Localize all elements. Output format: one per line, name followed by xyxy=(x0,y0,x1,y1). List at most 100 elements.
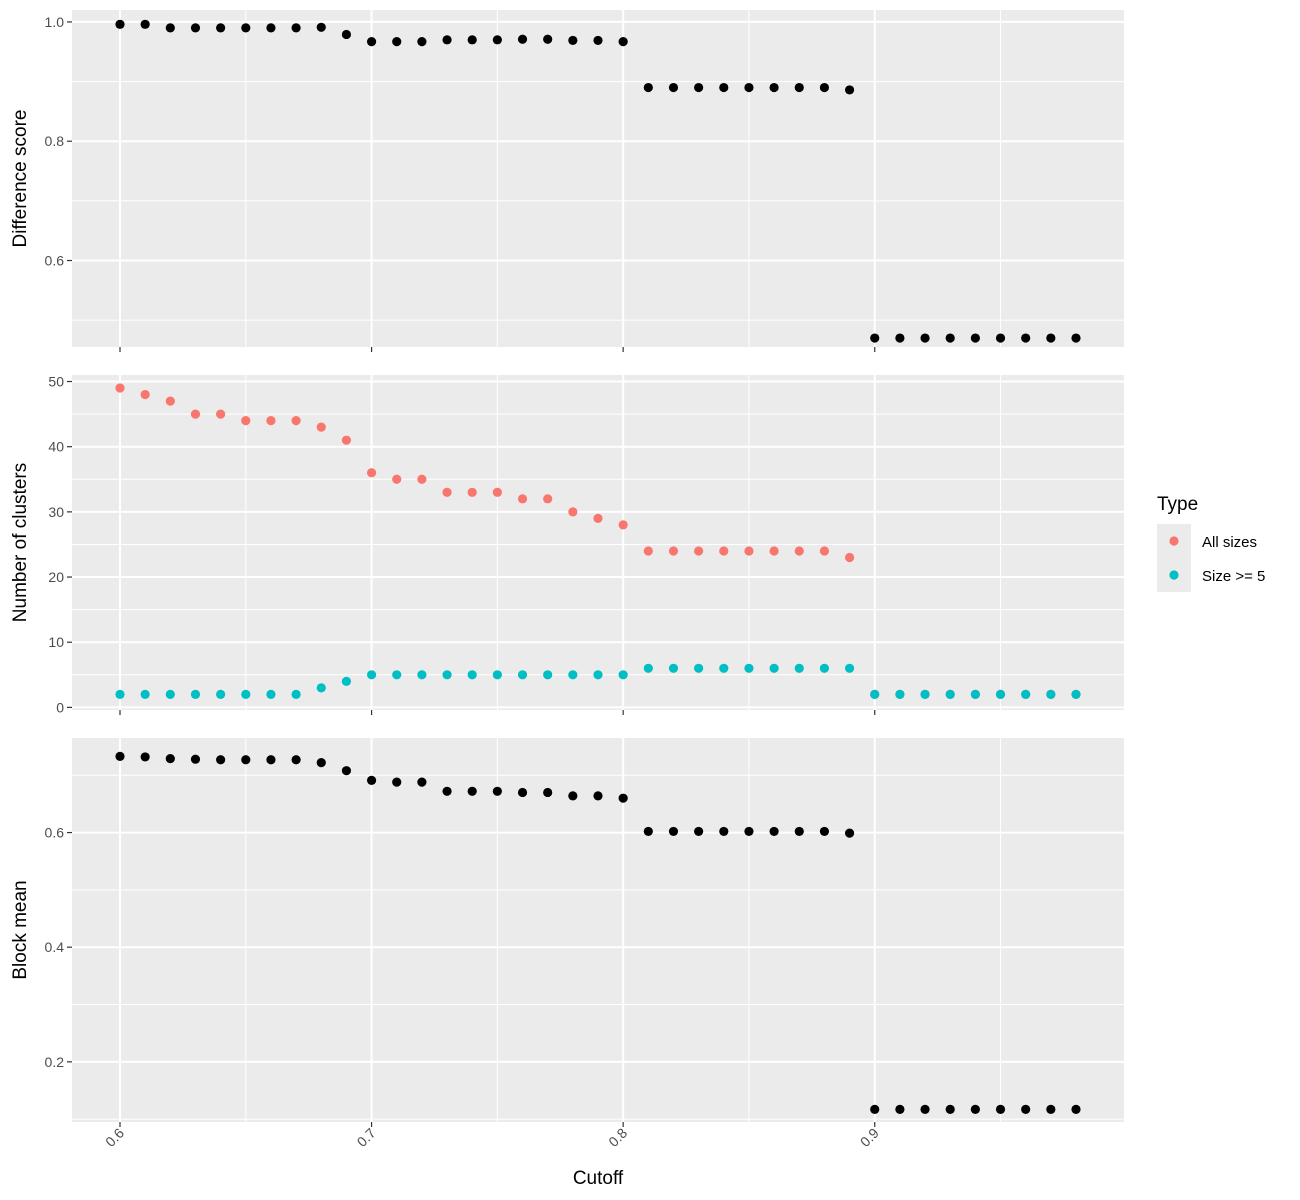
y-axis-title: Number of clusters xyxy=(10,463,31,622)
data-point xyxy=(769,663,779,673)
data-point xyxy=(694,826,704,837)
data-point xyxy=(341,435,352,445)
data-point xyxy=(115,751,125,761)
y-tick-label: 1.0 xyxy=(45,14,65,30)
y-tick-label: 0.2 xyxy=(45,1054,65,1070)
data-point xyxy=(392,37,402,47)
data-point xyxy=(643,546,653,556)
panel-background xyxy=(72,375,1124,710)
data-point xyxy=(417,474,427,484)
data-point xyxy=(618,793,628,803)
data-point xyxy=(744,663,754,673)
data-point xyxy=(870,689,880,699)
data-point xyxy=(769,82,779,93)
data-point xyxy=(744,82,754,93)
data-point xyxy=(618,670,628,680)
data-point xyxy=(241,23,251,33)
data-point xyxy=(140,752,150,762)
data-point xyxy=(719,663,729,673)
data-point xyxy=(442,35,452,45)
data-point xyxy=(744,826,754,837)
y-tick-label: 0.4 xyxy=(45,939,65,955)
data-point xyxy=(366,37,377,47)
data-point xyxy=(492,35,502,45)
data-point xyxy=(492,487,502,497)
data-point xyxy=(719,82,729,93)
data-point xyxy=(115,383,125,393)
y-tick-label: 20 xyxy=(48,569,64,585)
data-point xyxy=(517,787,528,798)
panel-1: 0.6 0.8 1.0 Difference score xyxy=(10,10,1124,352)
data-point xyxy=(165,23,175,33)
panel-2: 0 10 20 30 40 50 Number of clusters xyxy=(10,374,1124,715)
data-point xyxy=(543,34,553,44)
y-tick-label: 40 xyxy=(48,439,64,455)
y-tick-label: 0 xyxy=(56,699,64,715)
data-point xyxy=(895,1104,905,1114)
data-point xyxy=(945,1104,955,1114)
data-point xyxy=(140,689,150,699)
data-point xyxy=(744,546,754,556)
data-point xyxy=(417,777,427,787)
data-point xyxy=(970,689,980,699)
data-point xyxy=(819,826,830,837)
data-point xyxy=(844,85,855,95)
data-point xyxy=(568,791,578,801)
data-point xyxy=(366,670,377,680)
data-point xyxy=(668,82,679,93)
data-point xyxy=(341,676,352,686)
data-point xyxy=(517,494,528,504)
data-point xyxy=(216,23,226,33)
data-point xyxy=(190,23,201,33)
panel-3: 0.2 0.4 0.6 Block mean xyxy=(10,738,1124,1127)
data-point xyxy=(467,786,477,796)
data-point xyxy=(668,826,679,837)
data-point xyxy=(467,35,477,45)
data-point xyxy=(266,755,276,765)
data-point xyxy=(190,754,201,764)
data-point xyxy=(1021,689,1031,699)
y-tick-label: 0.8 xyxy=(45,133,65,149)
data-point xyxy=(316,22,326,32)
data-point xyxy=(341,766,352,776)
data-point xyxy=(970,333,980,343)
data-point xyxy=(895,689,905,699)
data-point xyxy=(291,416,301,426)
data-point xyxy=(593,513,603,523)
data-point xyxy=(216,689,226,699)
data-point xyxy=(266,416,276,426)
data-point xyxy=(995,333,1006,343)
legend-key-background xyxy=(1157,524,1191,592)
data-point xyxy=(870,333,880,343)
data-point xyxy=(543,670,553,680)
data-point xyxy=(467,487,477,497)
data-point xyxy=(442,487,452,497)
data-point xyxy=(870,1104,880,1114)
panels-layer: 0.6 0.8 1.0 Difference score 0 10 20 30 40 50 Numb… xyxy=(10,10,1124,1127)
data-point xyxy=(366,468,377,478)
legend-key xyxy=(1169,536,1179,546)
data-point xyxy=(140,19,150,29)
data-point xyxy=(643,663,653,673)
data-point xyxy=(895,333,905,343)
data-point xyxy=(492,786,502,796)
data-point xyxy=(291,755,301,765)
data-point xyxy=(1071,333,1081,343)
data-point xyxy=(844,828,855,838)
data-point xyxy=(543,494,553,504)
series-1 xyxy=(115,751,1081,1114)
data-point xyxy=(794,82,804,93)
data-point xyxy=(115,19,125,29)
data-point xyxy=(316,758,326,768)
data-point xyxy=(140,389,150,400)
data-point xyxy=(266,689,276,699)
data-point xyxy=(819,82,830,93)
data-point xyxy=(794,663,804,673)
data-point xyxy=(392,474,402,484)
data-point xyxy=(1021,1104,1031,1114)
data-point xyxy=(668,663,679,673)
y-tick-label: 0.6 xyxy=(45,825,65,841)
data-point xyxy=(844,552,855,563)
y-tick-label: 30 xyxy=(48,504,64,520)
y-axis-title: Difference score xyxy=(10,110,31,248)
